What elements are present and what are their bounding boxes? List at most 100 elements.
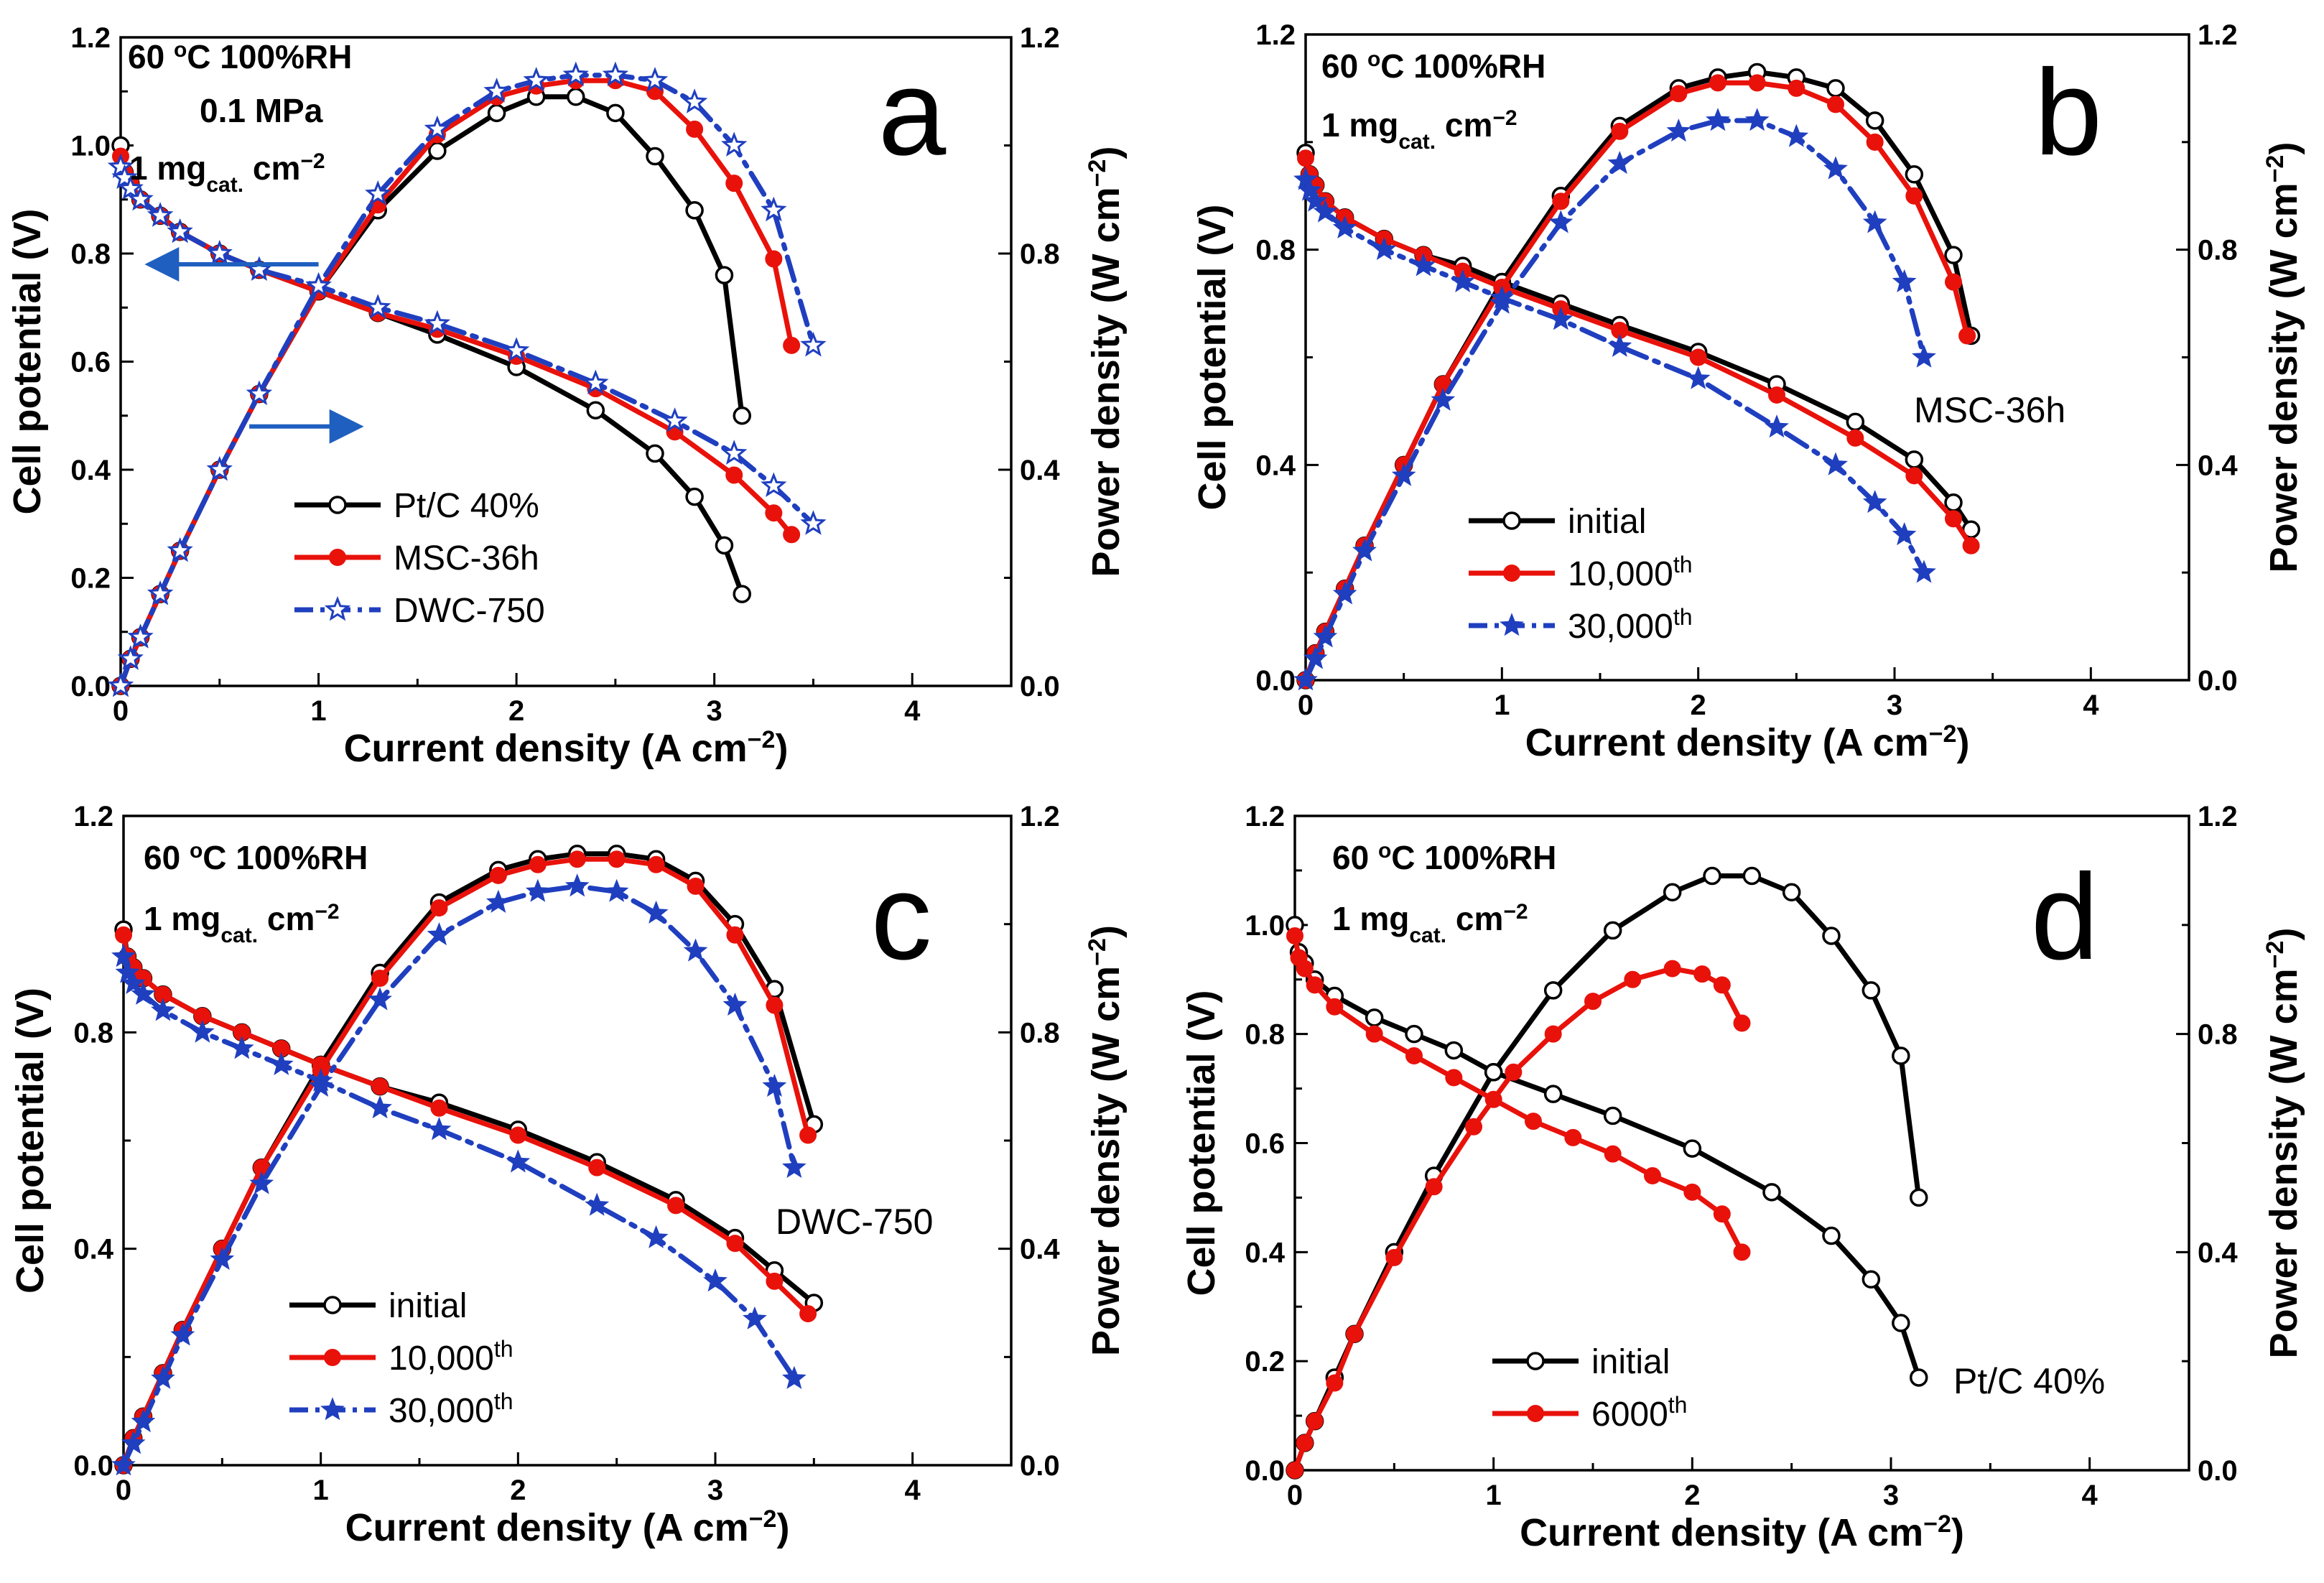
y-tick-label: 0.4: [1245, 1237, 1285, 1268]
power-point: [1945, 273, 1962, 291]
power-point: [1892, 269, 1917, 293]
condition-text: 60 oC 100%RH: [144, 839, 368, 877]
power-point: [1607, 151, 1632, 175]
condition-text: 1 mgcat. cm−2: [129, 149, 325, 197]
power-point: [602, 61, 629, 87]
polarization-point: [1762, 1183, 1781, 1202]
y-tick-label: 0.4: [70, 455, 111, 486]
power-point: [151, 1365, 175, 1389]
y-tick-label: 0.2: [1245, 1346, 1285, 1378]
polarization-point: [111, 164, 138, 190]
power-point: [1286, 1462, 1303, 1479]
legend-label: MSC-36h: [394, 539, 539, 577]
legend-swatch-marker: [1503, 565, 1520, 582]
y-tick-label: 1.0: [1245, 910, 1285, 942]
polarization-point: [115, 960, 140, 983]
x-tick-label: 0: [116, 1475, 131, 1506]
panel-b: 0 1 2 3 4 0.0 0.4 0.8 1.2 0.0 0.4 0.8 1.2 Current den…: [1191, 19, 2305, 764]
polarization-point: [1713, 1205, 1731, 1223]
y2-tick-label: 1.2: [1020, 801, 1060, 832]
polarization-point: [721, 440, 748, 465]
power-point: [606, 103, 625, 123]
power-curve: [1292, 966, 1744, 1473]
polarization-point: [799, 1305, 817, 1323]
power-point: [368, 987, 392, 1011]
polarization-point: [585, 1192, 610, 1216]
polarization-point: [190, 1019, 215, 1043]
polarization-point: [1944, 493, 1963, 512]
panel-c: 0 1 2 3 4 0.0 0.4 0.8 1.2 0.0 0.4 0.8 1.2 Current den…: [9, 801, 1128, 1549]
polarization-curve: [118, 143, 745, 597]
polarization-point: [726, 1235, 744, 1253]
polarization-point: [371, 1077, 389, 1095]
power-point: [1706, 108, 1730, 131]
power-point: [1663, 883, 1682, 902]
polarization-point: [1365, 1008, 1384, 1027]
y2-tick-label: 0.4: [1020, 455, 1060, 486]
power-point: [428, 141, 447, 160]
power-point: [1748, 74, 1766, 92]
polarization-point: [121, 970, 146, 994]
legend-swatch-marker: [1502, 511, 1521, 530]
y-tick-label: 0.8: [70, 238, 111, 270]
power-point: [1866, 133, 1884, 151]
power-point: [487, 103, 506, 123]
polarization-point: [703, 1268, 728, 1292]
polarization-point: [765, 504, 783, 522]
polarization-point: [206, 239, 233, 265]
polarization-point: [783, 526, 801, 544]
power-point: [1391, 463, 1416, 486]
power-point: [525, 878, 550, 902]
legend-label: 30,000th: [389, 1388, 513, 1430]
legend-label: Pt/C 40%: [394, 487, 539, 525]
polarization-point: [1765, 414, 1789, 438]
power-point: [147, 580, 174, 605]
power-point: [800, 331, 827, 357]
polarization-point: [1822, 1226, 1841, 1245]
power-point: [722, 992, 748, 1016]
polarization-point: [147, 202, 174, 227]
y-tick-label: 0.0: [1245, 1455, 1285, 1487]
series-2: [1293, 108, 1936, 691]
polarization-point: [800, 510, 827, 535]
power-point: [1827, 96, 1844, 113]
polarization-point: [667, 1197, 685, 1215]
polarization-point: [131, 981, 156, 1005]
y2-tick-label: 0.4: [2198, 1237, 2238, 1268]
power-point: [1552, 192, 1570, 210]
power-point: [1313, 624, 1338, 648]
power-point: [167, 537, 193, 562]
legend: initial 10,000th 30,000th: [1469, 503, 1693, 646]
power-point: [117, 645, 144, 670]
y-tick-label: 0.6: [1245, 1128, 1285, 1160]
legend-swatch-marker: [1527, 1405, 1544, 1422]
power-point: [647, 855, 665, 873]
legend-label: 6000th: [1591, 1392, 1687, 1434]
x-axis-title: Current density (A cm−2): [345, 1505, 790, 1549]
y2-tick-label: 0.8: [1020, 238, 1060, 270]
power-point: [1306, 1412, 1324, 1430]
legend-swatch-marker: [324, 595, 351, 621]
y2-tick-label: 0.0: [1020, 1450, 1060, 1482]
x-tick-label: 1: [1486, 1480, 1502, 1511]
polarization-point: [1405, 1024, 1423, 1044]
y2-tick-label: 0.8: [1020, 1017, 1060, 1049]
power-point: [1352, 538, 1377, 562]
y-axis-title: Cell potential (V): [6, 208, 49, 514]
condition-text: 1 mgcat. cm−2: [1321, 106, 1517, 154]
condition-text: 60 oC 100%RH: [1332, 839, 1556, 877]
power-point: [483, 78, 510, 103]
panel-letter: a: [878, 45, 947, 181]
power-curve: [1303, 118, 1927, 683]
power-point: [1865, 111, 1884, 130]
y-axis-title: Cell potential (V): [1180, 990, 1223, 1296]
polarization-point: [1306, 976, 1324, 994]
polarization-point: [715, 536, 734, 555]
power-point: [762, 1073, 787, 1097]
polarization-point: [761, 472, 787, 498]
power-point: [1484, 1063, 1503, 1082]
polarization-point: [430, 1099, 448, 1117]
x-tick-label: 4: [904, 695, 921, 727]
power-point: [1465, 1118, 1482, 1136]
x-tick-label: 3: [1883, 1480, 1899, 1511]
